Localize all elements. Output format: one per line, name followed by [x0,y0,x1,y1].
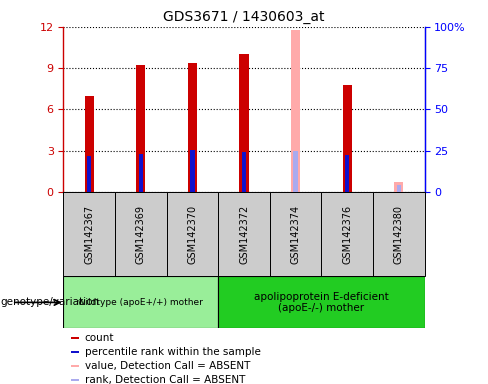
Bar [71,379,80,381]
Bar [71,351,80,353]
Bar [190,150,195,192]
Bar [188,63,197,192]
Bar [84,96,94,192]
Bar [136,65,145,192]
Bar [139,154,143,192]
Bar [63,192,115,276]
Text: apolipoprotein E-deficient
(apoE-/-) mother: apolipoprotein E-deficient (apoE-/-) mot… [254,291,389,313]
Bar [291,30,300,192]
Text: GSM142370: GSM142370 [187,205,198,264]
Bar [71,365,80,367]
Bar [293,151,298,192]
Text: value, Detection Call = ABSENT: value, Detection Call = ABSENT [85,361,250,371]
Text: GSM142367: GSM142367 [84,205,94,264]
Bar [394,182,404,192]
Text: GSM142374: GSM142374 [290,205,301,264]
Bar [270,192,322,276]
Bar [343,85,352,192]
Bar [87,156,91,192]
Text: GSM142380: GSM142380 [394,205,404,264]
Text: rank, Detection Call = ABSENT: rank, Detection Call = ABSENT [85,375,245,384]
Bar [345,155,349,192]
Text: GSM142372: GSM142372 [239,205,249,264]
Bar [166,192,218,276]
Text: GSM142369: GSM142369 [136,205,146,264]
Bar [218,276,425,328]
Bar [242,152,246,192]
Bar [71,337,80,339]
Bar [218,192,270,276]
Text: count: count [85,333,114,343]
Bar [239,54,249,192]
Bar [63,276,218,328]
Title: GDS3671 / 1430603_at: GDS3671 / 1430603_at [163,10,325,25]
Text: wildtype (apoE+/+) mother: wildtype (apoE+/+) mother [79,298,203,307]
Bar [373,192,425,276]
Text: genotype/variation: genotype/variation [0,297,99,308]
Bar [397,185,401,192]
Bar [322,192,373,276]
Text: GSM142376: GSM142376 [342,205,352,264]
Bar [115,192,166,276]
Text: percentile rank within the sample: percentile rank within the sample [85,347,261,357]
